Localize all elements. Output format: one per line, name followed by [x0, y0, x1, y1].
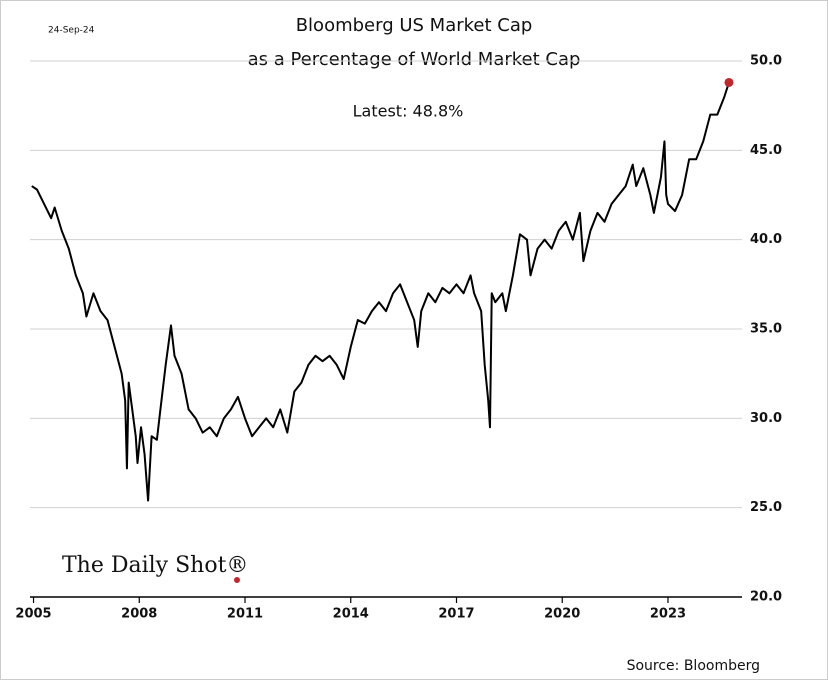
- brand: The Daily Shot®: [62, 553, 248, 578]
- y-tick-label: 25.0: [750, 500, 782, 515]
- x-tick-label: 2023: [650, 607, 686, 622]
- annotation: Latest: 48.8%: [353, 102, 464, 121]
- chart-title: Bloomberg US Market Cap: [296, 15, 533, 36]
- x-tick-label: 2011: [227, 607, 263, 622]
- line: [31, 82, 730, 502]
- y-tick-label: 35.0: [750, 322, 782, 337]
- date: 24-Sep-24: [48, 26, 95, 36]
- x-tick-label: 2017: [438, 607, 474, 622]
- latest-point: [724, 77, 734, 87]
- chart-subtitle: as a Percentage of World Market Cap: [248, 49, 581, 70]
- y-tick-label: 45.0: [750, 143, 782, 158]
- source: Source: Bloomberg: [627, 658, 760, 674]
- y-tick-label: 50.0: [750, 54, 782, 69]
- x-tick-label: 2014: [333, 607, 369, 622]
- y-tick-label: 30.0: [750, 411, 782, 426]
- y-tick-label: 20.0: [750, 590, 782, 605]
- x-tick-label: 2008: [121, 607, 157, 622]
- x-tick-label: 2005: [15, 607, 51, 622]
- x-tick-label: 2020: [544, 607, 580, 622]
- brand-dot: [234, 577, 240, 583]
- y-tick-label: 40.0: [750, 232, 782, 247]
